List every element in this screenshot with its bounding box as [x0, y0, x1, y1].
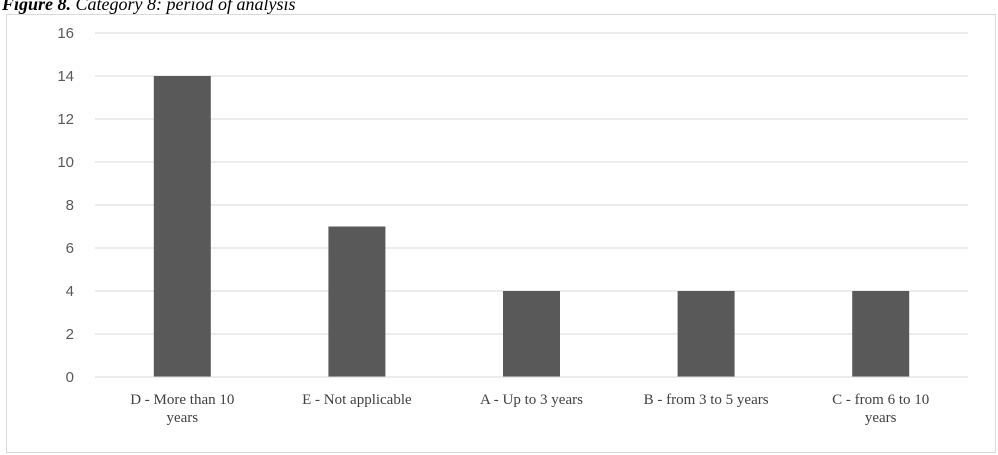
- y-axis-ticks: 0 2 4 6 8 10 12 14 16: [57, 25, 74, 386]
- x-tick-label: A - Up to 3 years: [480, 392, 583, 408]
- bar: [153, 76, 211, 377]
- x-tick-label: E - Not applicable: [302, 392, 412, 408]
- bar: [328, 226, 386, 377]
- figure-caption-text: Category 8: period of analysis: [75, 0, 296, 14]
- y-tick-label: 0: [66, 369, 74, 386]
- y-tick-label: 10: [57, 154, 74, 171]
- x-tick-label: C - from 6 to 10 years: [832, 392, 929, 426]
- y-tick-label: 12: [57, 111, 74, 128]
- y-tick-label: 14: [57, 68, 74, 85]
- y-tick-label: 8: [66, 197, 74, 214]
- chart-frame: [6, 14, 996, 453]
- y-tick-label: 16: [57, 25, 74, 42]
- y-tick-label: 6: [66, 240, 74, 257]
- gridlines: [95, 32, 968, 335]
- bars: [153, 76, 910, 377]
- x-tick-label: D - More than 10 years: [130, 392, 234, 426]
- y-tick-label: 4: [66, 283, 74, 300]
- x-axis-labels: D - More than 10 years E - Not applicable A…: [130, 392, 929, 426]
- bar: [503, 291, 560, 377]
- bar: [852, 291, 910, 377]
- bar: [677, 291, 735, 377]
- x-tick-label: B - from 3 to 5 years: [644, 392, 769, 408]
- figure-caption-lead: Figure 8.: [2, 0, 72, 14]
- figure-caption: Figure 8. Category 8: period of analysis: [2, 0, 296, 14]
- y-tick-label: 2: [66, 326, 74, 343]
